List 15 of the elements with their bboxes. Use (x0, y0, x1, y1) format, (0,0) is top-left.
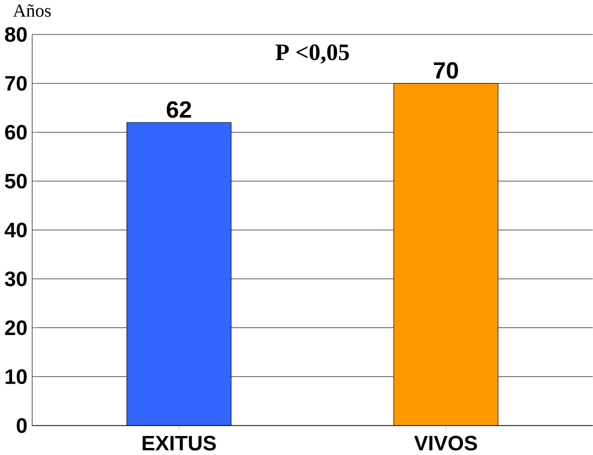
y-tick-label: 10 (6, 369, 27, 384)
y-tick-label: 30 (4, 272, 27, 286)
x-tick-label: VIVOS (414, 436, 477, 451)
data-label: 70 (434, 62, 458, 79)
data-label: 62 (166, 101, 192, 118)
y-tick-label: 60 (5, 124, 27, 140)
y-tick-label: 40 (4, 222, 27, 238)
y-tick-label: 70 (5, 76, 27, 91)
y-tick-label: 50 (4, 174, 27, 189)
x-tick-label: EXITUS (142, 436, 216, 451)
y-tick-label: 0 (16, 418, 27, 434)
y-tick-label: 80 (5, 27, 27, 42)
annotation: P <0,05 (276, 44, 349, 64)
y-tick-label: 20 (5, 320, 27, 336)
y-axis-title: Años (13, 4, 51, 17)
